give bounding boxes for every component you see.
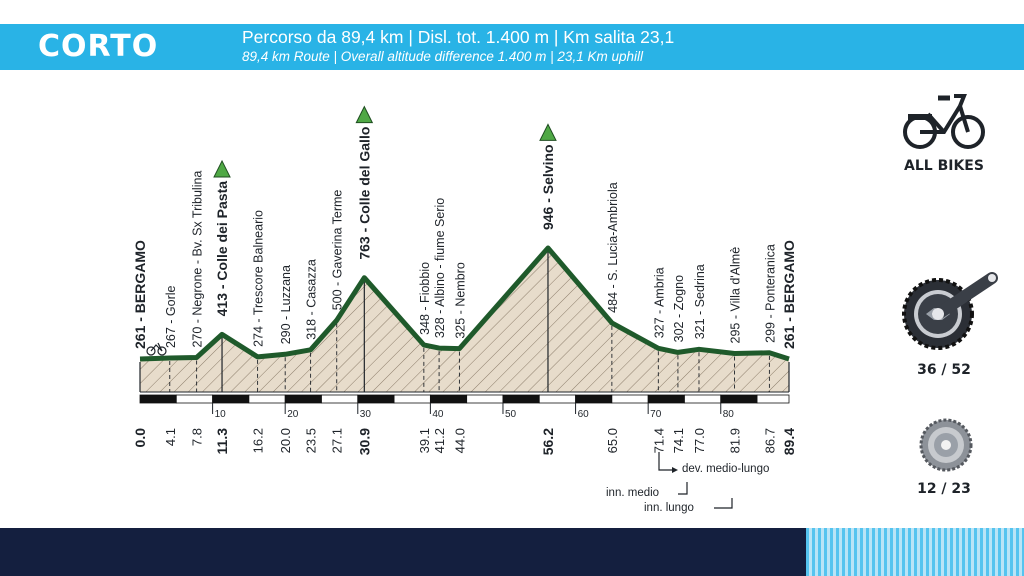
elevation-profile-chart: 10 20 30 40 50 60 70 80 0.0 261 - BERGAMO 4.1 267 -… [132,105,797,455]
waypoint-km-label: 71.4 [651,428,666,453]
waypoint-place-label: 325 - Nembro [453,262,467,338]
scale-tick-label: 60 [578,409,590,420]
scale-tick-label: 10 [215,409,227,420]
legend-inn-medio: inn. medio [606,487,660,499]
route-summary-en: 89,4 km Route | Overall altitude differe… [242,49,643,64]
route-title: CORTO [38,29,159,64]
waypoint-place-label: 413 - Colle dei Pasta [214,181,230,317]
legend-inn-lungo: inn. lungo [644,502,694,514]
waypoint-km-label: 56.2 [540,428,556,455]
scale-tick-label: 20 [287,409,299,420]
waypoint-place-label: 290 - Luzzana [279,265,293,344]
waypoint-km-label: 74.1 [671,428,686,453]
route-summary-it: Percorso da 89,4 km | Disl. tot. 1.400 m… [242,27,675,47]
scale-segment [756,394,790,404]
route-variant-arrows [658,452,733,509]
waypoint-km-label: 77.0 [692,428,707,453]
waypoint-km-label: 86.7 [762,428,777,453]
waypoint-place-label: 484 - S. Lucia-Ambriola [606,182,620,313]
start-bike-icon [146,346,156,356]
summit-marker-icon [213,159,231,178]
start-bike-icon [157,346,167,356]
waypoint-km-label: 0.0 [132,428,148,448]
bicycle-icon [903,94,985,149]
waypoint-place-label: 763 - Colle del Gallo [356,127,372,260]
bike-type-label: ALL BIKES [904,158,984,174]
waypoint-place-label: 321 - Sedrina [693,264,707,339]
scale-tick-label: 80 [723,409,735,420]
waypoint-place-label: 261 - BERGAMO [781,240,797,349]
waypoint-place-label: 328 - Albino - fiume Serio [433,198,447,338]
chainring-icon [902,272,998,350]
waypoint-km-label: 4.1 [163,428,178,446]
waypoint-km-label: 7.8 [190,428,205,446]
waypoint-place-label: 946 - Selvino [540,144,556,230]
legend-dev-medio-lungo: dev. medio-lungo [682,463,770,475]
scale-tick-label: 70 [650,409,662,420]
waypoint-place-label: 299 - Ponteranica [763,244,777,343]
waypoint-km-label: 20.0 [278,428,293,453]
cassette-icon [919,418,973,472]
waypoint-km-label: 89.4 [781,428,797,455]
waypoint-place-label: 302 - Zogno [672,275,686,342]
start-bike-icon [150,342,163,352]
waypoint-place-label: 274 - Trescore Balneario [252,210,266,347]
scale-tick-label: 30 [360,409,372,420]
summit-marker-icon [355,105,374,124]
waypoint-place-label: 295 - Villa d'Almè [729,247,743,344]
waypoint-km-label: 23.5 [304,428,319,453]
summit-marker-icon [539,123,557,141]
waypoint-place-label: 267 - Gorle [164,285,178,348]
waypoint-place-label: 500 - Gaverina Terme [331,190,345,311]
waypoint-km-label: 41.2 [432,428,447,453]
footer-bar [0,528,806,576]
waypoint-place-label: 270 - Negrone - Bv. Sx Tribulina [191,171,205,348]
profile-area [140,248,789,392]
profile-line [139,245,790,362]
waypoint-km-label: 81.9 [728,428,743,453]
cassette-ratio-label: 12 / 23 [917,481,971,497]
waypoint-place-label: 348 - Fiobbio [418,262,432,335]
waypoint-km-label: 30.9 [356,428,372,455]
waypoint-km-label: 65.0 [605,428,620,453]
header-banner: CORTO Percorso da 89,4 km | Disl. tot. 1… [0,24,1024,70]
footer-stripes [806,528,1024,576]
scale-tick-label: 50 [505,409,517,420]
waypoint-place-label: 261 - BERGAMO [132,240,148,349]
waypoint-place-label: 327 - Ambria [652,267,666,338]
waypoint-km-label: 44.0 [452,428,467,453]
waypoint-km-label: 27.1 [330,428,345,453]
chainring-ratio-label: 36 / 52 [917,362,971,378]
waypoint-km-label: 11.3 [214,428,230,455]
waypoint-km-label: 16.2 [251,428,266,453]
scale-tick-label: 40 [432,409,444,420]
waypoint-place-label: 318 - Casazza [305,259,319,340]
waypoint-km-label: 39.1 [417,428,432,453]
